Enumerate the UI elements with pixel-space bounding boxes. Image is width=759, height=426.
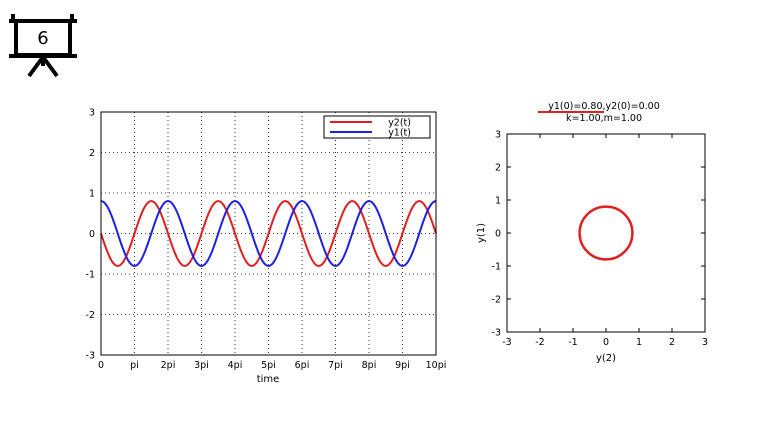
y-tick-label: 2 bbox=[89, 148, 95, 159]
y-axis-label: y(1) bbox=[476, 223, 487, 243]
y-tick-label: -1 bbox=[86, 270, 95, 281]
y-tick-label: -3 bbox=[492, 328, 501, 339]
y-tick-label: 0 bbox=[89, 229, 95, 240]
legend: y2(t) y1(t) bbox=[323, 115, 431, 139]
y-tick-label: 1 bbox=[495, 196, 501, 207]
legend-box bbox=[323, 115, 431, 139]
x-tick-label: pi bbox=[130, 360, 139, 371]
x-tick-label: 1 bbox=[636, 337, 642, 348]
x-tick-label: 7pi bbox=[328, 360, 343, 371]
slide-number: 6 bbox=[37, 28, 48, 49]
plot-frame bbox=[100, 111, 437, 356]
x-tick-label: 10pi bbox=[426, 360, 447, 371]
x-tick-label: -2 bbox=[535, 337, 544, 348]
series-group bbox=[100, 200, 437, 267]
x-tick-label: 8pi bbox=[362, 360, 377, 371]
plot-frame bbox=[506, 133, 706, 333]
x-tick-label: -3 bbox=[502, 337, 511, 348]
y-tick-label: -2 bbox=[492, 295, 501, 306]
x-tick-label: 6pi bbox=[295, 360, 310, 371]
series-group bbox=[578, 205, 634, 261]
y-tick-label: 2 bbox=[495, 163, 501, 174]
x-tick-label: 3pi bbox=[194, 360, 209, 371]
chart-title-line-2: k=1.00,m=1.00 bbox=[566, 113, 642, 124]
time-series-chart: 0 pi 2pi 3pi 4pi 5pi 6pi 7pi 8pi 9pi 10pi 3 2 1 0 -1 -2 -… bbox=[86, 108, 447, 386]
x-tick-label: 5pi bbox=[261, 360, 276, 371]
x-tick-label: 2pi bbox=[161, 360, 176, 371]
projector-screen-icon: 6 bbox=[9, 14, 77, 78]
y-tick-label: -3 bbox=[86, 351, 95, 362]
x-tick-label: 2 bbox=[669, 337, 675, 348]
x-tick-label: -1 bbox=[568, 337, 577, 348]
x-tick-label: 9pi bbox=[395, 360, 410, 371]
x-axis-label: time bbox=[257, 374, 280, 385]
y-tick-label: 3 bbox=[89, 108, 95, 119]
y-tick-label: -2 bbox=[86, 310, 95, 321]
x-tick-label: 0 bbox=[98, 360, 104, 371]
tick-group: 0 pi 2pi 3pi 4pi 5pi 6pi 7pi 8pi 9pi 10pi 3 2 1 0 -1 -2 -… bbox=[86, 108, 447, 372]
x-tick-label: 4pi bbox=[228, 360, 243, 371]
phase-portrait-chart: y1(0)=0.80,y2(0)=0.00 k=1.00,m=1.00 -3 -2… bbox=[476, 101, 709, 364]
tick-group: -3 -2 -1 0 1 2 3 3 2 1 0 -1 -2 -3 bbox=[492, 130, 709, 349]
y-tick-label: 3 bbox=[495, 130, 501, 141]
y-tick-label: 0 bbox=[495, 229, 501, 240]
x-axis-label: y(2) bbox=[596, 353, 616, 364]
chart-title-line-1: y1(0)=0.80,y2(0)=0.00 bbox=[548, 101, 660, 112]
phase-trajectory-circle bbox=[578, 205, 634, 261]
series-line-y2t bbox=[100, 200, 437, 267]
x-tick-label: 3 bbox=[702, 337, 708, 348]
legend-label-y2: y2(t) bbox=[388, 118, 411, 129]
x-tick-label: 0 bbox=[603, 337, 609, 348]
y-tick-label: 1 bbox=[89, 189, 95, 200]
legend-label-y1: y1(t) bbox=[388, 128, 411, 139]
series-line-y1t bbox=[100, 200, 437, 267]
y-tick-label: -1 bbox=[492, 262, 501, 273]
grid bbox=[101, 112, 436, 355]
